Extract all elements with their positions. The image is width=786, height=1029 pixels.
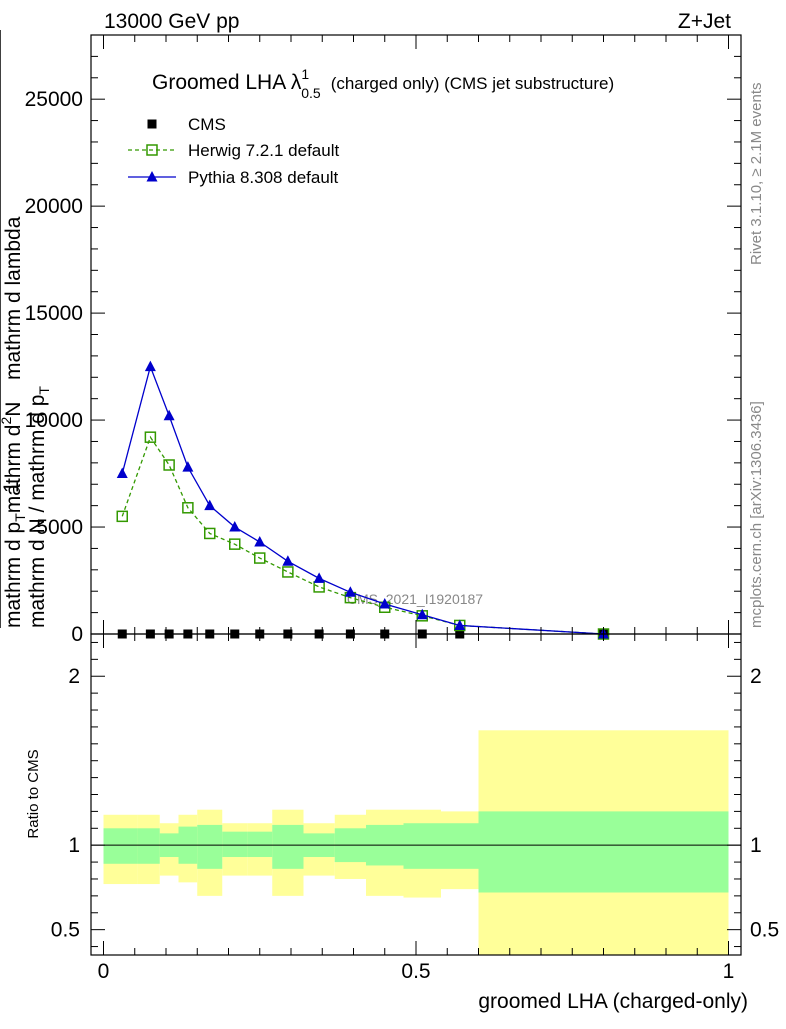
header-energy: 13000 GeV pp (104, 10, 239, 33)
inner-band-bin-13 (478, 811, 729, 893)
series-1-point-7 (282, 566, 294, 578)
series-2-point-9 (344, 586, 356, 597)
series-1-point-3 (182, 502, 194, 514)
series-2-point-1 (144, 360, 156, 372)
series-1 (116, 431, 610, 640)
mcplots-label: mcplots.cern.ch [arXiv:1306.3436] (748, 401, 765, 628)
ratio-ylabel: Ratio to CMS (25, 749, 42, 838)
ratio-ytick-label-left-0: 0.5 (51, 919, 80, 942)
series-2-line (121, 364, 604, 635)
series-1-point-6 (254, 552, 266, 564)
inner-band-bin-4 (197, 824, 223, 869)
series-1-point-5 (229, 538, 241, 550)
title-sub: 0.5 (301, 85, 321, 101)
ylabel-part-7: N (2, 402, 25, 417)
series-1-point-0 (116, 510, 128, 523)
series-1-point-4 (204, 527, 216, 540)
series-2-point-12 (454, 619, 466, 630)
inner-band-bin-0 (103, 828, 138, 864)
svg-text:mathrm d pTmathrm d2N: mathrm d pTmathrm d2N (0, 402, 28, 628)
main-ytick-label-0: 0 (71, 623, 83, 646)
main-ylabel: mathrm d N / mathrm d pT mathrm d pTmath… (0, 30, 52, 628)
ylabel-part-4: T (12, 513, 28, 522)
main-ytick-label-4: 20000 (25, 195, 83, 218)
ratio-xtick-label-0: 0 (98, 960, 110, 983)
series-2-point-2 (163, 409, 175, 421)
series-1-point-8 (313, 581, 325, 593)
ylabel-part-3: mathrm d p (2, 522, 25, 628)
ratio-ytick-label-left-1: 1 (68, 834, 80, 857)
main-ytick-label-5: 25000 (25, 88, 83, 111)
series-2-point-10 (379, 598, 391, 609)
inner-band-bin-1 (137, 828, 160, 864)
legend-marker-1 (146, 144, 158, 156)
main-ytick-label-2: 10000 (25, 409, 83, 432)
ratio-xtick-label-2: 1 (723, 960, 735, 983)
series-1-point-2 (163, 459, 175, 471)
series-2-point-7 (282, 555, 294, 566)
main-ytick-label-3: 15000 (25, 302, 83, 325)
series-1-point-1 (144, 431, 157, 443)
legend-entry-2: Pythia 8.308 default (128, 168, 339, 187)
ratio-ytick-label-right-1: 1 (750, 834, 762, 857)
header-process: Z+Jet (678, 10, 731, 33)
title-text: Groomed LHA (152, 71, 286, 94)
main-ytick-label-1: 5000 (36, 516, 83, 539)
ratio-ytick-label-right-2: 2 (750, 665, 762, 688)
ylabel-part-2: T (36, 386, 52, 395)
ylabel-part-1: mathrm d N / mathrm d p (26, 395, 49, 628)
ratio-xtick-label-1: 0.5 (401, 960, 430, 983)
legend-label-2: Pythia 8.308 default (188, 168, 339, 187)
series-2-point-5 (229, 521, 241, 532)
ylabel-part-5: mathrm d (2, 425, 25, 514)
inner-band-bin-7 (272, 824, 304, 869)
inner-band-bin-12 (441, 823, 479, 869)
ylabel-part-0: 1 (0, 481, 23, 493)
series-2-point-11 (416, 608, 428, 620)
inner-band-bin-6 (247, 831, 273, 858)
legend-entry-0: CMS (147, 115, 226, 134)
series-2 (116, 360, 609, 639)
series-2-point-4 (204, 499, 216, 511)
inner-band-bin-5 (222, 831, 248, 858)
svg-text:Groomed LHA λ10.5(charge: Groomed LHA λ1 0.5 (charged only) (CMS jet… (152, 66, 614, 101)
legend-marker-0 (147, 119, 157, 129)
series-1-line (121, 435, 604, 635)
ylabel-part-6: 2 (0, 417, 14, 425)
legend-entry-1: Herwig 7.2.1 default (128, 141, 339, 160)
legend-label-0: CMS (188, 115, 226, 134)
series-2-point-0 (116, 467, 128, 479)
analysis-watermark: CMS_2021_I1920187 (347, 591, 483, 607)
ylabel-part-8: mathrm d lambda (2, 216, 25, 380)
series-2-point-3 (182, 461, 194, 472)
ratio-ytick-label-left-2: 2 (68, 665, 80, 688)
ratio-xlabel: groomed LHA (charged-only) (478, 990, 748, 1013)
legend-marker-2 (146, 171, 158, 182)
rivet-label: Rivet 3.1.10, ≥ 2.1M events (748, 83, 765, 266)
series-2-point-8 (313, 572, 325, 583)
series-2-point-6 (254, 536, 266, 547)
title-suffix: (charged only) (CMS jet substructure) (331, 74, 614, 93)
legend-label-1: Herwig 7.2.1 default (188, 141, 339, 160)
ratio-ytick-label-right-0: 0.5 (750, 919, 779, 942)
title-symbol: λ (291, 71, 302, 94)
main-title: Groomed LHA λ1 0.5 (charged only) (CMS jet… (152, 66, 614, 101)
svg-text:mathrm d N / mathrm d pT: mathrm d N / mathrm d pT (26, 386, 52, 628)
title-sup: 1 (301, 66, 309, 82)
inner-band-bin-11 (403, 823, 441, 869)
